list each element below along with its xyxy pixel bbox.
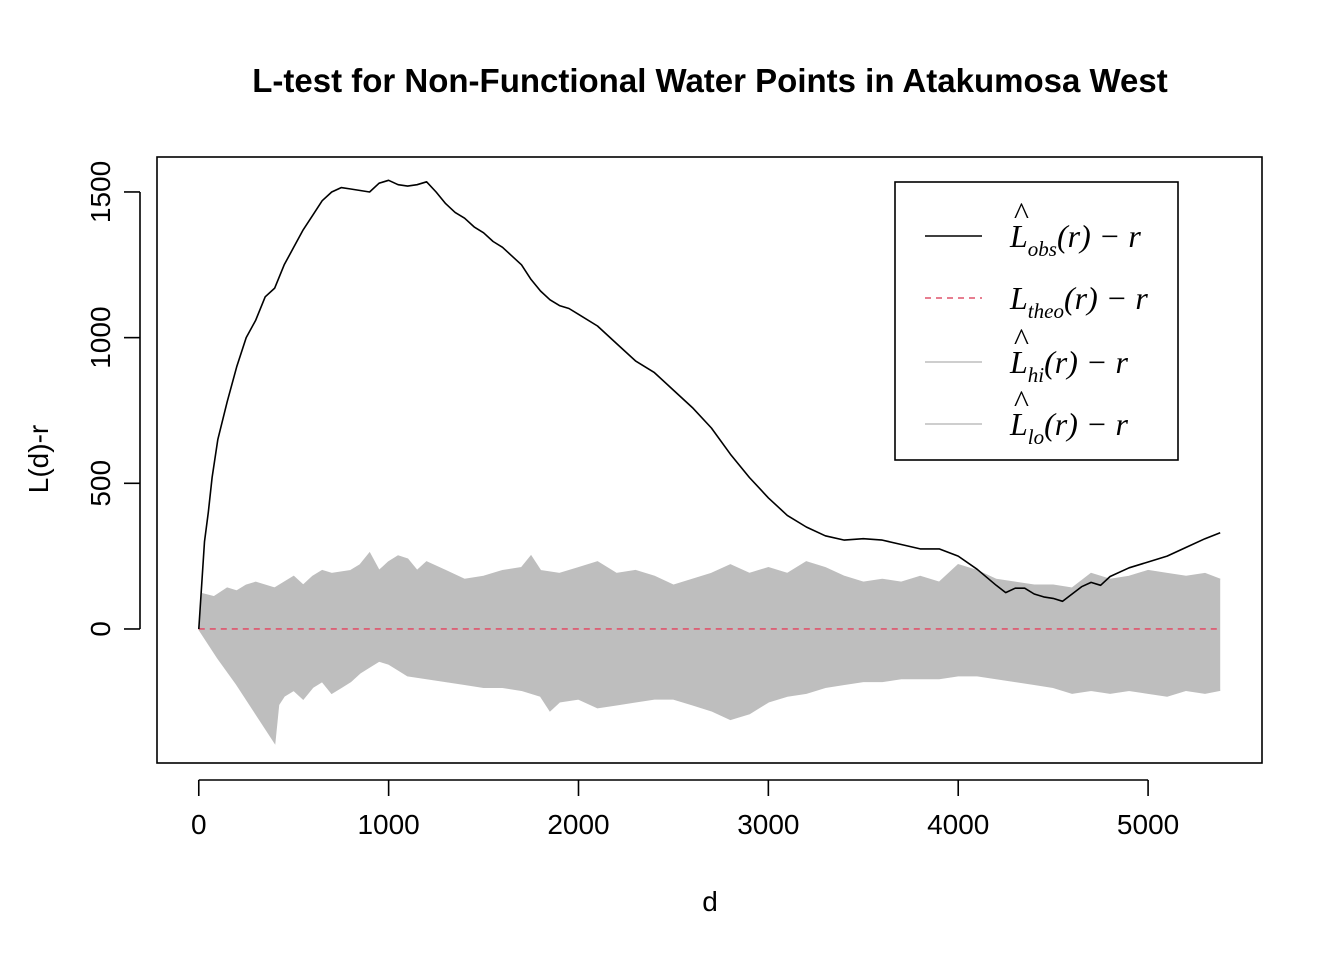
legend-sub: theo xyxy=(1028,299,1064,323)
series-obs-line xyxy=(198,179,1221,630)
legend-rest: (r) − r xyxy=(1044,406,1128,442)
legend-hat: ^ xyxy=(1013,383,1029,419)
x-axis-label: d xyxy=(702,886,718,917)
x-tick-label: 3000 xyxy=(737,809,799,840)
legend-label-theo: Ltheo(r) − r xyxy=(1009,280,1148,323)
legend-sub: obs xyxy=(1028,237,1057,261)
y-tick-label: 1500 xyxy=(85,161,116,223)
y-tick-label: 1000 xyxy=(85,306,116,368)
legend-main: L xyxy=(1009,344,1028,380)
envelope-band xyxy=(198,553,1221,743)
legend-main: L xyxy=(1009,280,1028,316)
legend-main: L xyxy=(1009,406,1028,442)
legend-hat: ^ xyxy=(1013,321,1029,357)
x-tick-label: 0 xyxy=(191,809,207,840)
x-tick-label: 5000 xyxy=(1117,809,1179,840)
legend-rest: (r) − r xyxy=(1044,344,1128,380)
x-tick-label: 1000 xyxy=(357,809,419,840)
legend-label-lo: Llo(r) − r xyxy=(1009,406,1129,449)
legend-label-obs: Lobs(r) − r xyxy=(1009,218,1141,261)
plot-frame xyxy=(156,156,1263,764)
legend-box xyxy=(894,181,1179,461)
legend-main: L xyxy=(1009,218,1028,254)
y-tick-label: 0 xyxy=(85,621,116,637)
legend-label-hi: Lhi(r) − r xyxy=(1009,344,1129,387)
chart-title: L-test for Non-Functional Water Points i… xyxy=(252,62,1168,99)
legend-sub: hi xyxy=(1028,363,1045,387)
y-axis-label: L(d)-r xyxy=(23,425,54,493)
series-hi-line xyxy=(198,551,1221,630)
x-tick-label: 4000 xyxy=(927,809,989,840)
series-lo-line xyxy=(198,628,1221,745)
legend-sub: lo xyxy=(1028,425,1044,449)
plot-area xyxy=(198,179,1221,745)
legend-hat: ^ xyxy=(1013,195,1029,231)
axes: 0 1000 2000 3000 4000 5000 0 500 1000 1500 xyxy=(85,161,1179,840)
legend-rest: (r) − r xyxy=(1057,218,1141,254)
x-tick-label: 2000 xyxy=(547,809,609,840)
legend-rest: (r) − r xyxy=(1064,280,1148,316)
y-tick-label: 500 xyxy=(85,460,116,507)
